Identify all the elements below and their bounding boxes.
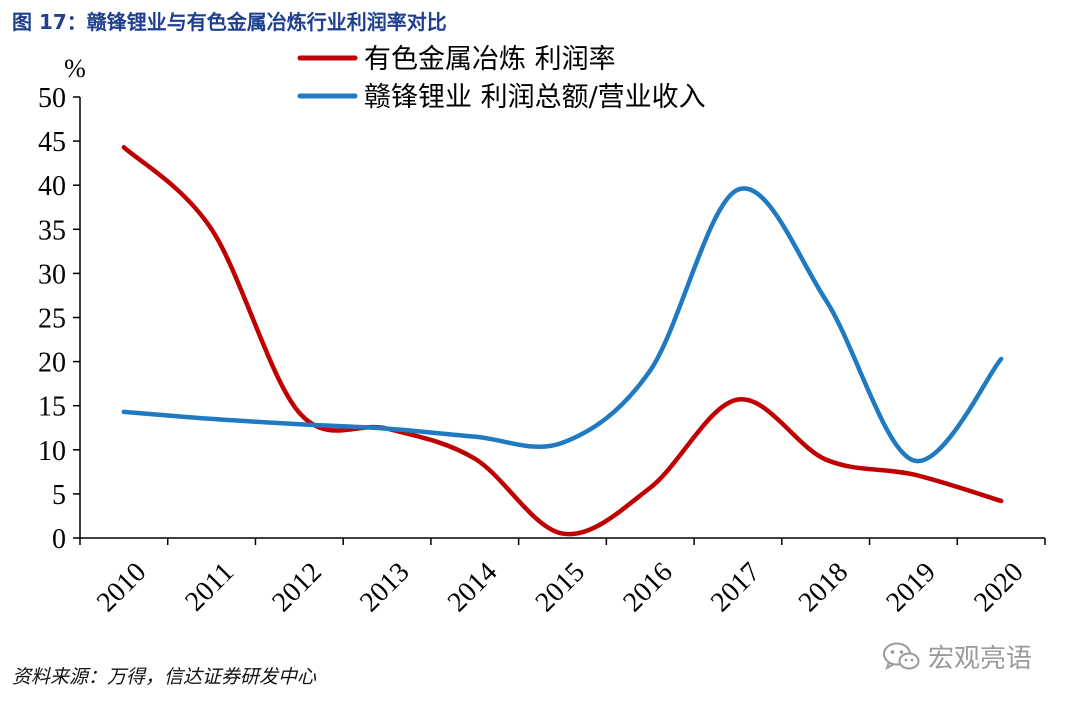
series-1-point xyxy=(735,397,741,403)
x-tick-label: 2011 xyxy=(179,557,240,618)
series-1-point xyxy=(647,485,653,491)
series-2-point xyxy=(647,367,653,373)
series-2-point xyxy=(384,426,390,432)
y-tick-label: 50 xyxy=(38,83,66,114)
series-2-point xyxy=(998,356,1004,362)
legend-label-1: 有色金属冶炼 利润率 xyxy=(364,44,616,75)
series-1-point xyxy=(823,457,829,463)
y-tick-label: 35 xyxy=(38,215,66,246)
x-tick-label: 2020 xyxy=(968,557,1030,619)
series-1-point xyxy=(472,456,478,462)
y-tick-label: 20 xyxy=(38,348,66,379)
y-tick-label: 15 xyxy=(38,392,66,423)
chart-axes: 0 5 10 15 20 25 30 35 40 45 50% 2010 2011 2012 2013 201… xyxy=(38,54,1046,619)
watermark: 宏观亮语 xyxy=(882,638,1032,675)
x-tick-label: 2013 xyxy=(354,557,416,619)
y-tick-label: 0 xyxy=(52,524,66,555)
series-2-point xyxy=(910,457,916,463)
series-2-point xyxy=(472,434,478,440)
y-tick-label: 40 xyxy=(38,171,66,202)
y-tick-label: 5 xyxy=(52,480,66,511)
y-tick-label: 30 xyxy=(38,259,66,290)
watermark-text: 宏观亮语 xyxy=(928,644,1033,674)
chart-series xyxy=(121,144,1004,537)
x-tick-label: 2019 xyxy=(880,557,942,619)
series-line-1 xyxy=(121,145,1004,537)
x-tick-label: 2014 xyxy=(442,557,504,619)
series-1-point xyxy=(998,498,1004,504)
y-tick-label: 45 xyxy=(38,127,66,158)
series-2-point xyxy=(121,409,127,415)
series-1-point xyxy=(560,531,566,537)
wechat-icon xyxy=(883,642,920,670)
series-1-point xyxy=(296,410,302,416)
x-tick-label: 2015 xyxy=(530,557,592,619)
legend-label-2: 赣锋锂业 利润总额/营业收入 xyxy=(364,82,706,113)
y-tick-label: 10 xyxy=(38,436,66,467)
y-axis-unit: % xyxy=(64,54,86,83)
figure-title: 图 17：赣锋锂业与有色金属冶炼行业利润率对比 xyxy=(12,10,447,34)
x-tick-label: 2016 xyxy=(617,557,679,619)
x-tick-label: 2010 xyxy=(91,557,153,619)
series-line-2 xyxy=(121,186,1004,464)
series-2-point xyxy=(296,421,302,427)
series-2-point xyxy=(735,187,741,193)
x-tick-label: 2012 xyxy=(266,557,328,619)
x-tick-label: 2018 xyxy=(793,557,855,619)
series-1-point xyxy=(209,226,215,232)
series-2-point xyxy=(209,416,215,422)
source-note: 资料来源：万得，信达证券研发中心 xyxy=(12,666,317,688)
x-tick-label: 2017 xyxy=(705,557,767,619)
series-1-point xyxy=(910,471,916,477)
series-2-point xyxy=(560,440,566,446)
series-1-point xyxy=(121,144,127,150)
y-tick-label: 25 xyxy=(38,304,66,335)
series-2-point xyxy=(823,297,829,303)
